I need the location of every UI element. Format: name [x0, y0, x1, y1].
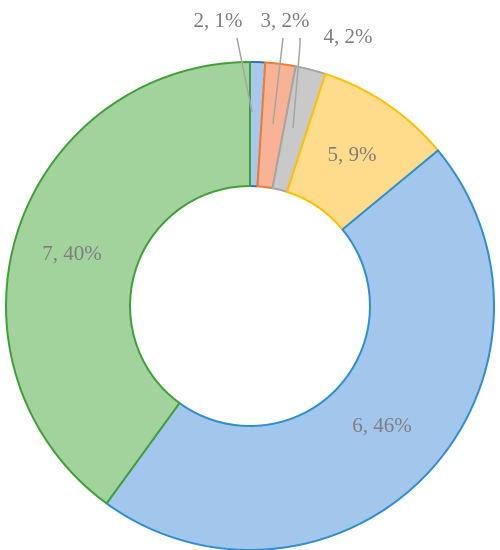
leader-line — [272, 37, 284, 125]
leader-line — [236, 37, 253, 113]
data-label: 6, 46% — [352, 413, 412, 437]
leader-line — [292, 38, 301, 129]
donut-slice — [5, 60, 251, 505]
data-label: 7, 40% — [42, 241, 102, 265]
data-label: 3, 2% — [261, 8, 310, 32]
data-label: 5, 9% — [328, 142, 377, 166]
data-label: 4, 2% — [324, 24, 373, 48]
donut-slice — [105, 149, 495, 550]
data-label: 2, 1% — [194, 8, 243, 32]
